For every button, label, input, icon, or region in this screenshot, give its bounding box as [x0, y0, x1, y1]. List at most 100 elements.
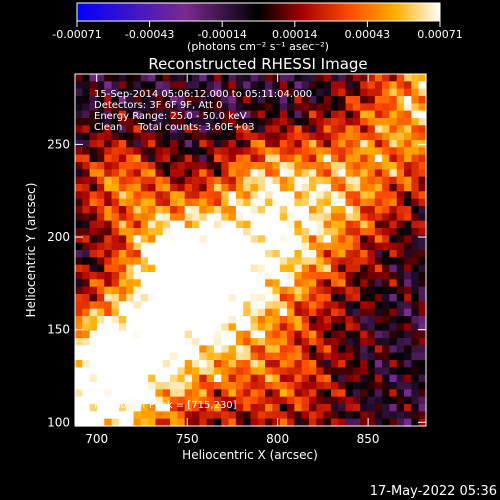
heatmap-cell: [396, 132, 405, 141]
heatmap-cell: [360, 235, 369, 244]
heatmap-cell: [279, 411, 288, 420]
heatmap-cell: [250, 140, 259, 148]
heatmap-cell: [192, 316, 200, 324]
heatmap-cell: [213, 206, 222, 214]
heatmap-cell: [221, 110, 230, 119]
heatmap-cell: [301, 294, 310, 302]
heatmap-cell: [96, 367, 105, 376]
heatmap-cell: [82, 206, 91, 214]
heatmap-cell: [367, 228, 376, 236]
heatmap-cell: [126, 323, 135, 332]
heatmap-cell: [360, 184, 369, 192]
heatmap-cell: [287, 228, 295, 236]
heatmap-cell: [243, 103, 252, 112]
heatmap-cell: [309, 118, 317, 126]
heatmap-cell: [126, 272, 135, 280]
heatmap-cell: [316, 162, 325, 170]
heatmap-cell: [140, 389, 149, 398]
heatmap-cell: [382, 360, 391, 368]
heatmap-cell: [111, 118, 120, 126]
heatmap-cell: [243, 191, 252, 200]
heatmap-cell: [257, 103, 266, 112]
heatmap-cell: [396, 154, 405, 163]
heatmap-cell: [155, 294, 164, 302]
heatmap-cell: [96, 228, 105, 236]
heatmap-cell: [177, 250, 186, 258]
heatmap-cell: [294, 352, 303, 361]
heatmap-cell: [389, 118, 398, 126]
heatmap-cell: [75, 338, 83, 346]
heatmap-cell: [396, 330, 405, 339]
heatmap-cell: [111, 184, 120, 192]
heatmap-cell: [396, 74, 405, 82]
heatmap-cell: [257, 360, 266, 368]
heatmap-cell: [155, 220, 164, 229]
heatmap-cell: [89, 176, 98, 185]
heatmap-cell: [75, 308, 83, 317]
heatmap-cell: [287, 316, 295, 324]
heatmap-cell: [235, 147, 244, 156]
heatmap-cell: [221, 294, 230, 302]
heatmap-cell: [111, 264, 120, 273]
colorbar-unit-label: (photons cm⁻² s⁻¹ asec⁻²): [187, 40, 329, 53]
heatmap-cell: [118, 125, 127, 134]
heatmap-cell: [301, 81, 310, 90]
heatmap-cell: [184, 220, 193, 229]
heatmap-cell: [411, 74, 420, 82]
heatmap-cell: [192, 272, 200, 280]
heatmap-cell: [140, 228, 149, 236]
heatmap-cell: [148, 81, 157, 90]
heatmap-cell: [411, 110, 420, 119]
heatmap-cell: [199, 316, 208, 324]
heatmap-cell: [177, 184, 186, 192]
heatmap-cell: [250, 323, 259, 332]
heatmap-cell: [411, 301, 420, 310]
heatmap-cell: [96, 88, 105, 97]
heatmap-cell: [411, 367, 420, 376]
heatmap-cell: [345, 279, 354, 288]
heatmap-cell: [155, 169, 164, 178]
heatmap-cell: [140, 184, 149, 192]
heatmap-cell: [221, 228, 230, 236]
heatmap-cell: [118, 103, 127, 112]
heatmap-cell: [177, 242, 186, 251]
heatmap-cell: [250, 206, 259, 214]
heatmap-cell: [148, 330, 157, 339]
heatmap-cell: [294, 74, 303, 82]
heatmap-cell: [360, 250, 369, 258]
heatmap-cell: [243, 169, 252, 178]
heatmap-cell: [352, 235, 361, 244]
heatmap-cell: [155, 345, 164, 354]
heatmap-cell: [352, 323, 361, 332]
heatmap-cell: [330, 88, 339, 97]
heatmap-cell: [235, 110, 244, 119]
heatmap-cell: [279, 198, 288, 207]
heatmap-cell: [323, 345, 332, 354]
heatmap-cell: [404, 330, 412, 339]
heatmap-cell: [294, 184, 303, 192]
heatmap-cell: [170, 286, 178, 295]
heatmap-cell: [352, 242, 361, 251]
heatmap-cell: [118, 294, 127, 302]
heatmap-cell: [104, 345, 113, 354]
heatmap-cell: [374, 352, 383, 361]
heatmap-cell: [309, 110, 317, 119]
heatmap-cell: [96, 132, 105, 141]
heatmap-cell: [177, 404, 186, 412]
heatmap-cell: [162, 382, 171, 390]
heatmap-cell: [148, 74, 157, 82]
heatmap-cell: [184, 345, 193, 354]
heatmap-cell: [243, 140, 252, 148]
heatmap-cell: [235, 374, 244, 383]
heatmap-cell: [140, 235, 149, 244]
heatmap-cell: [213, 308, 222, 317]
heatmap-cell: [243, 88, 252, 97]
annotation-clean-counts: Clean Total counts: 3.60E+03: [94, 122, 254, 133]
heatmap-cell: [133, 396, 142, 405]
heatmap-cell: [411, 176, 420, 185]
heatmap-cell: [206, 352, 215, 361]
heatmap-cell: [133, 272, 142, 280]
heatmap-cell: [184, 404, 193, 412]
heatmap-cell: [111, 330, 120, 339]
heatmap-cell: [133, 140, 142, 148]
